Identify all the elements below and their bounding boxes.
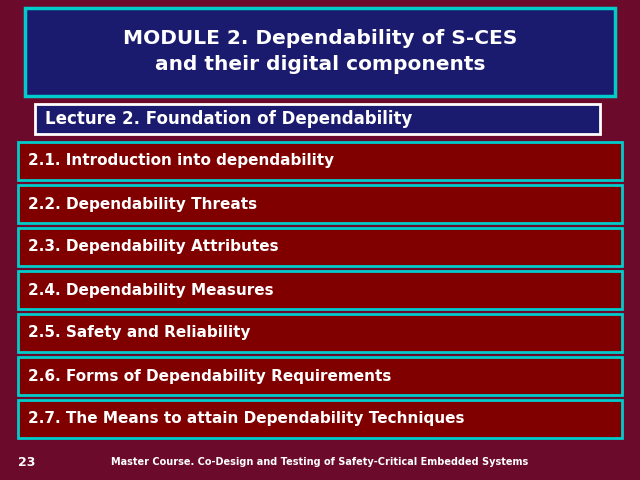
Text: Lecture 2. Foundation of Dependability: Lecture 2. Foundation of Dependability xyxy=(45,110,412,128)
Text: 2.4. Dependability Measures: 2.4. Dependability Measures xyxy=(28,283,274,298)
FancyBboxPatch shape xyxy=(18,357,622,395)
Text: MODULE 2. Dependability of S-CES: MODULE 2. Dependability of S-CES xyxy=(123,29,517,48)
FancyBboxPatch shape xyxy=(18,271,622,309)
Text: 2.6. Forms of Dependability Requirements: 2.6. Forms of Dependability Requirements xyxy=(28,369,392,384)
FancyBboxPatch shape xyxy=(25,8,615,96)
FancyBboxPatch shape xyxy=(18,400,622,438)
FancyBboxPatch shape xyxy=(18,142,622,180)
FancyBboxPatch shape xyxy=(18,185,622,223)
Text: 2.2. Dependability Threats: 2.2. Dependability Threats xyxy=(28,196,257,212)
Text: 2.7. The Means to attain Dependability Techniques: 2.7. The Means to attain Dependability T… xyxy=(28,411,465,427)
Text: 2.1. Introduction into dependability: 2.1. Introduction into dependability xyxy=(28,154,334,168)
Text: 2.3. Dependability Attributes: 2.3. Dependability Attributes xyxy=(28,240,278,254)
FancyBboxPatch shape xyxy=(18,314,622,352)
FancyBboxPatch shape xyxy=(35,104,600,134)
Text: 23: 23 xyxy=(18,456,35,468)
Text: 2.5. Safety and Reliability: 2.5. Safety and Reliability xyxy=(28,325,250,340)
Text: Master Course. Co-Design and Testing of Safety-Critical Embedded Systems: Master Course. Co-Design and Testing of … xyxy=(111,457,529,467)
FancyBboxPatch shape xyxy=(18,228,622,266)
Text: and their digital components: and their digital components xyxy=(155,56,485,74)
